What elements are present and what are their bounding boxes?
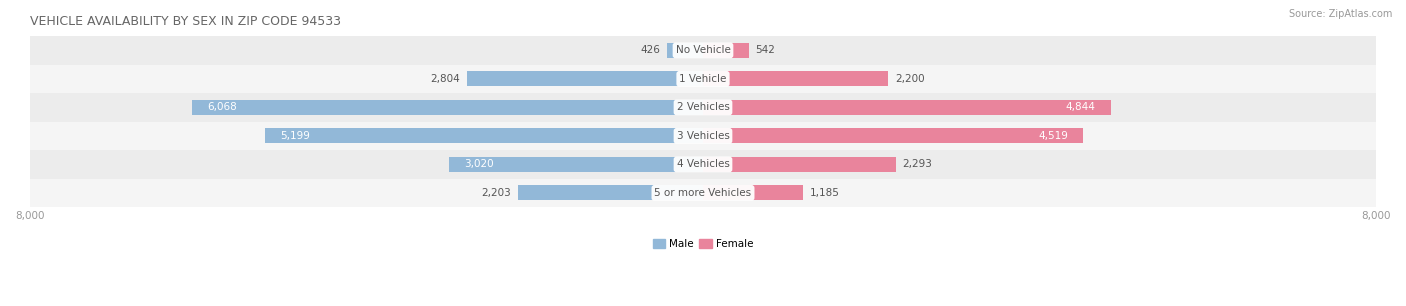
- Text: 2,203: 2,203: [481, 188, 510, 198]
- Bar: [668, 43, 703, 58]
- Text: 4,519: 4,519: [1038, 131, 1069, 141]
- Text: 5,199: 5,199: [281, 131, 311, 141]
- Text: 2 Vehicles: 2 Vehicles: [676, 103, 730, 112]
- Text: 5 or more Vehicles: 5 or more Vehicles: [654, 188, 752, 198]
- Bar: [30, 65, 1376, 93]
- Text: 2,293: 2,293: [903, 159, 932, 170]
- Text: Source: ZipAtlas.com: Source: ZipAtlas.com: [1288, 9, 1392, 19]
- Bar: [703, 129, 1083, 143]
- Bar: [30, 93, 1376, 122]
- Bar: [193, 100, 703, 115]
- Bar: [703, 185, 803, 200]
- Bar: [449, 157, 703, 172]
- Text: 1 Vehicle: 1 Vehicle: [679, 74, 727, 84]
- Text: 4 Vehicles: 4 Vehicles: [676, 159, 730, 170]
- Text: 1,185: 1,185: [810, 188, 839, 198]
- Bar: [30, 179, 1376, 207]
- Bar: [30, 122, 1376, 150]
- Text: No Vehicle: No Vehicle: [675, 45, 731, 55]
- Bar: [703, 157, 896, 172]
- Text: 3,020: 3,020: [464, 159, 494, 170]
- Text: VEHICLE AVAILABILITY BY SEX IN ZIP CODE 94533: VEHICLE AVAILABILITY BY SEX IN ZIP CODE …: [30, 15, 340, 28]
- Bar: [703, 72, 889, 86]
- Text: 542: 542: [755, 45, 775, 55]
- Text: 2,804: 2,804: [430, 74, 460, 84]
- Bar: [703, 100, 1111, 115]
- Bar: [703, 43, 748, 58]
- Text: 2,200: 2,200: [894, 74, 925, 84]
- Text: 3 Vehicles: 3 Vehicles: [676, 131, 730, 141]
- Bar: [517, 185, 703, 200]
- Bar: [30, 150, 1376, 179]
- Text: 6,068: 6,068: [208, 103, 238, 112]
- Text: 4,844: 4,844: [1066, 103, 1095, 112]
- Text: 426: 426: [641, 45, 661, 55]
- Bar: [30, 36, 1376, 65]
- Bar: [266, 129, 703, 143]
- Legend: Male, Female: Male, Female: [648, 235, 758, 253]
- Bar: [467, 72, 703, 86]
